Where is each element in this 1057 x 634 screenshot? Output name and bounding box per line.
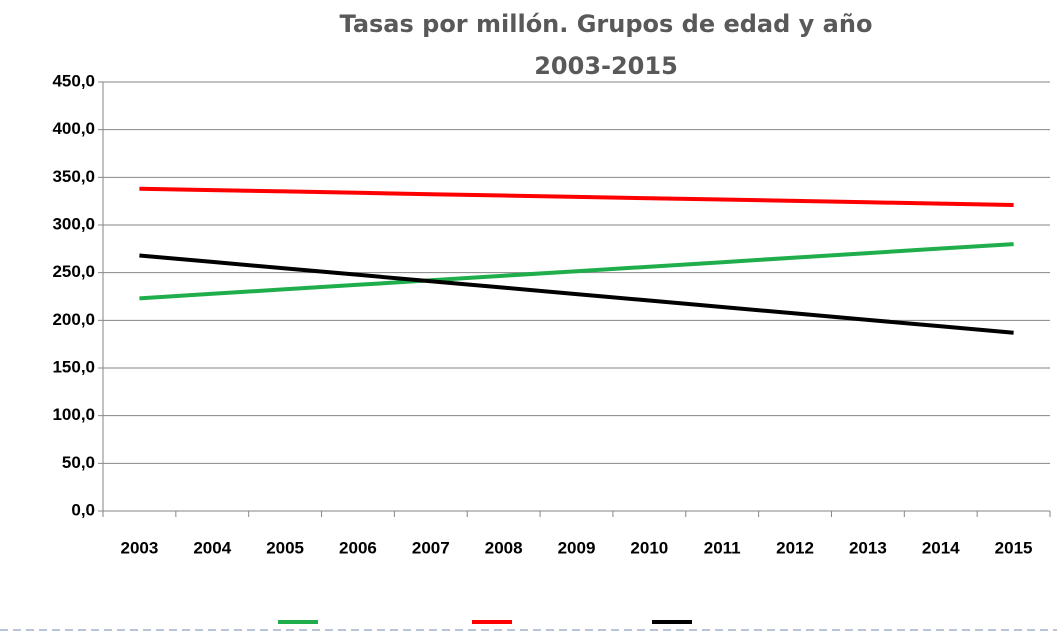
- y-tick-label: 400,0: [52, 119, 95, 138]
- y-tick-label: 0,0: [71, 500, 95, 519]
- x-tick-label: 2005: [266, 538, 304, 557]
- series-line: [139, 186, 1014, 207]
- y-tick-label: 450,0: [52, 71, 95, 90]
- x-tick-label: 2010: [630, 538, 668, 557]
- x-tick-label: 2008: [485, 538, 523, 557]
- x-tick-label: 2013: [849, 538, 887, 557]
- y-tick-label: 100,0: [52, 405, 95, 424]
- x-tick-label: 2014: [922, 538, 960, 557]
- x-tick-label: 2011: [704, 538, 741, 557]
- y-tick-label: 150,0: [52, 357, 95, 376]
- y-tick-label: 300,0: [52, 214, 95, 233]
- x-tick-label: 2006: [339, 538, 377, 557]
- series-line: [139, 242, 1014, 301]
- x-tick-label: 2012: [776, 538, 814, 557]
- x-tick-label: 2007: [412, 538, 450, 557]
- legend-label: 40-49: [652, 630, 695, 634]
- legend-label: 20-29: [278, 630, 321, 634]
- x-tick-label: 2009: [558, 538, 596, 557]
- y-tick-label: 200,0: [52, 310, 95, 329]
- chart-title: Tasas por millón. Grupos de edad y año: [340, 10, 873, 38]
- legend-label: 30-39: [472, 630, 515, 634]
- series-line: [139, 253, 1014, 335]
- y-tick-label: 50,0: [62, 453, 95, 472]
- y-tick-label: 350,0: [52, 167, 95, 186]
- chart-subtitle: 2003-2015: [534, 52, 678, 80]
- x-tick-label: 2004: [193, 538, 231, 557]
- x-tick-label: 2015: [995, 538, 1033, 557]
- y-tick-label: 250,0: [52, 262, 95, 281]
- x-tick-label: 2003: [121, 538, 159, 557]
